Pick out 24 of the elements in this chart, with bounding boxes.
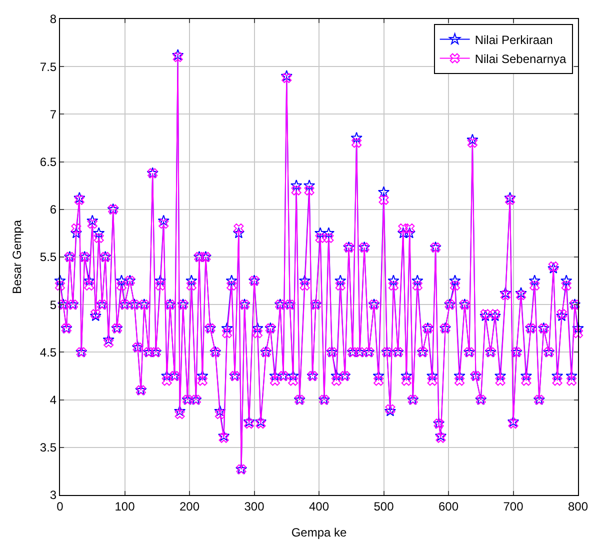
y-tick-label: 7 [50,107,57,122]
y-tick-label: 6 [50,202,57,217]
y-tick-label: 3.5 [40,440,57,455]
y-tick-label: 5 [50,298,57,312]
legend-label: Nilai Perkiraan [474,32,553,47]
y-tick-label: 6.5 [40,155,57,169]
x-tick-label: 800 [568,499,588,514]
x-tick-label: 600 [438,499,459,514]
y-tick-label: 4.5 [40,345,57,360]
y-axis-title: Besar Gempa [10,220,24,294]
y-tick-label: 5.5 [40,250,57,264]
x-axis-title: Gempa ke [291,525,348,540]
legend-label: Nilai Sebenarnya [474,52,567,66]
x-tick-label: 0 [56,499,64,514]
x-tick-label: 200 [179,499,200,514]
x-tick-label: 700 [503,499,524,514]
y-tick-label: 8 [50,12,57,26]
x-tick-label: 100 [114,499,136,514]
y-tick-label: 7.5 [40,60,57,74]
x-tick-label: 400 [308,499,330,514]
x-tick-label: 300 [244,499,265,514]
y-tick-label: 3 [50,488,57,502]
y-tick-label: 4 [50,393,57,407]
x-tick-label: 500 [374,499,394,514]
